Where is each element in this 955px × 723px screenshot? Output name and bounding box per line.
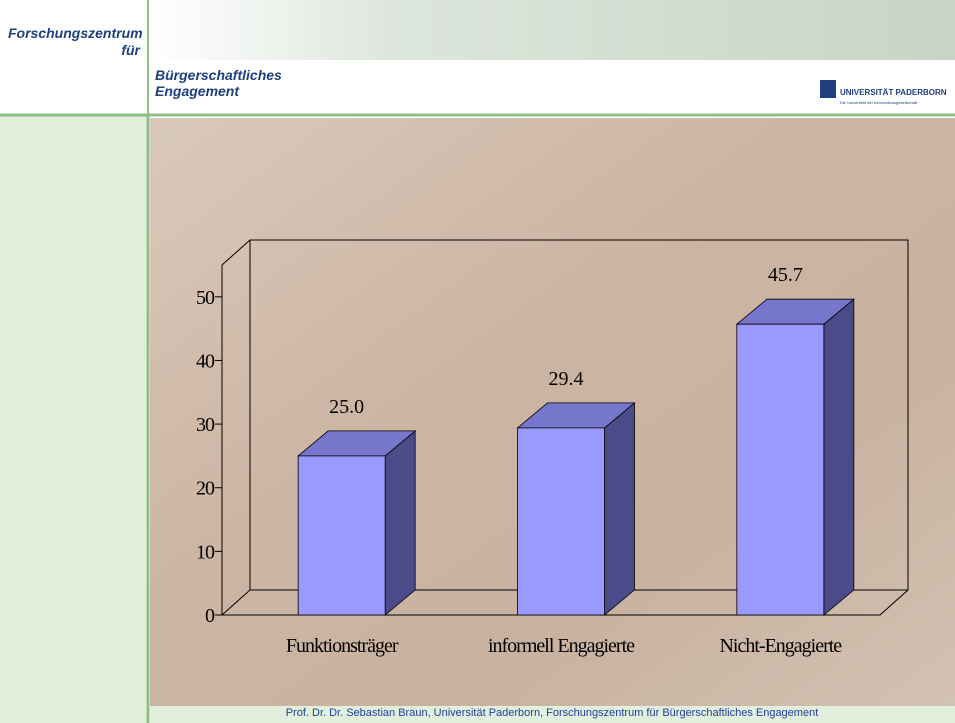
header-banner: [150, 0, 955, 60]
value-label: 29.4: [549, 368, 584, 390]
bar: [518, 428, 605, 615]
y-tick-label: 30: [196, 414, 215, 436]
university-tagline: Die Universität der Informationsgesellsc…: [840, 100, 918, 105]
x-tick-label: informell Engagierte: [488, 635, 635, 657]
bar-side: [605, 403, 635, 615]
bar-side: [824, 299, 854, 615]
bar: [737, 324, 824, 615]
org-name: für: [121, 42, 141, 58]
value-label: 45.7: [768, 264, 803, 286]
x-tick-label: Nicht-Engagierte: [719, 635, 842, 657]
y-tick-label: 50: [196, 287, 215, 309]
x-tick-label: Funktionsträger: [286, 635, 399, 657]
org-name: Bürgerschaftliches: [155, 67, 282, 83]
value-label: 25.0: [329, 396, 364, 418]
y-tick-label: 20: [196, 478, 215, 500]
y-tick-label: 0: [205, 605, 215, 627]
footer-text: Prof. Dr. Dr. Sebastian Braun, Universit…: [286, 707, 819, 719]
university-name: UNIVERSITÄT PADERBORN: [840, 88, 947, 97]
side-strip: [0, 115, 148, 723]
org-name: Forschungszentrum: [8, 25, 143, 41]
slide: Forschungszentrum für Bürgerschaftliches…: [0, 0, 955, 723]
org-name: Engagement: [155, 83, 240, 99]
bar: [298, 456, 385, 615]
y-tick-label: 10: [196, 541, 215, 563]
university-logo: [820, 80, 836, 98]
bar-side: [385, 431, 415, 615]
y-tick-label: 40: [196, 350, 215, 372]
